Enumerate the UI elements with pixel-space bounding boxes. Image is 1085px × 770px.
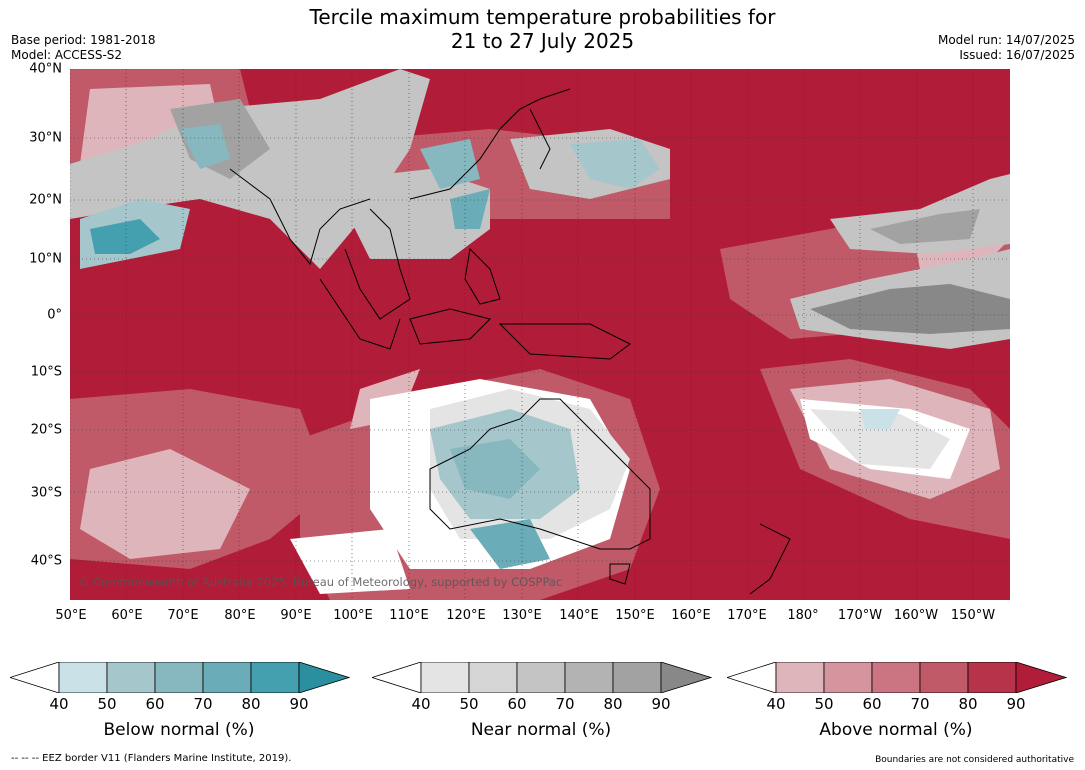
- lat-label: 30°N: [29, 130, 62, 146]
- lat-label: 0°: [47, 307, 62, 323]
- colorbar-swatch: [420, 662, 470, 693]
- map-title: Tercile maximum temperature probabilitie…: [0, 5, 1085, 53]
- colorbar-tick: 40: [411, 695, 431, 713]
- lon-label: 130°E: [502, 608, 542, 623]
- colorbar-tick: 90: [289, 695, 309, 713]
- probability-map: [70, 69, 1010, 600]
- colorbar-tick: 80: [958, 695, 978, 713]
- colorbar-title-above: Above normal (%): [819, 720, 973, 740]
- lat-label: 30°S: [30, 485, 62, 501]
- lon-label: 150°E: [615, 608, 655, 623]
- colorbar-title-near: Near normal (%): [470, 720, 612, 740]
- colorbar-swatch: [298, 662, 350, 693]
- colorbar-tick: 90: [651, 695, 671, 713]
- lon-label: 180°: [787, 608, 819, 623]
- colorbar-tick: 70: [555, 695, 575, 713]
- model-run-label: Model run: 14/07/2025: [937, 33, 1075, 47]
- copyright-watermark: © Commonwealth of Australia 2025, Bureau…: [78, 575, 563, 589]
- colorbar-tick: 90: [1006, 695, 1026, 713]
- colorbar-swatch: [660, 662, 712, 693]
- lat-label: 40°N: [29, 61, 62, 77]
- below-normal-areas: [80, 124, 900, 569]
- colorbar-tick: 60: [145, 695, 165, 713]
- colorbar-tick: 60: [862, 695, 882, 713]
- issued-label: Issued: 16/07/2025: [959, 48, 1075, 62]
- colorbar-swatch: [823, 662, 873, 693]
- colorbar-swatch: [58, 662, 108, 693]
- lat-label: 40°S: [30, 553, 62, 569]
- colorbar-swatch: [154, 662, 204, 693]
- coastlines: [229, 88, 791, 595]
- colorbar-swatch: [106, 662, 156, 693]
- colorbar-swatch: [775, 662, 825, 693]
- lat-label: 20°S: [30, 422, 62, 438]
- lon-label: 110°E: [389, 608, 429, 623]
- colorbar-swatch: [250, 662, 300, 693]
- lon-label: 80°E: [224, 608, 256, 623]
- colorbar-below-normal: [10, 662, 350, 693]
- colorbar-swatch: [516, 662, 566, 693]
- colorbar-tick: 50: [814, 695, 834, 713]
- colorbar-tick: 80: [241, 695, 261, 713]
- colorbar-swatch: [468, 662, 518, 693]
- colorbar-tick: 40: [766, 695, 786, 713]
- lat-label: 10°S: [30, 364, 62, 380]
- colorbar-swatch: [1015, 662, 1067, 693]
- colorbar-title-below: Below normal (%): [103, 720, 255, 740]
- colorbar-tick: 80: [603, 695, 623, 713]
- map-title-line1: Tercile maximum temperature probabilitie…: [309, 5, 776, 29]
- lon-label: 60°E: [111, 608, 143, 623]
- colorbar-near-normal: [372, 662, 712, 693]
- lon-label: 100°E: [333, 608, 373, 623]
- lon-label: 50°E: [55, 608, 87, 623]
- colorbar-tick: 40: [49, 695, 69, 713]
- colorbar-tick: 70: [193, 695, 213, 713]
- colorbar-swatch: [871, 662, 921, 693]
- colorbar-swatch: [612, 662, 662, 693]
- eez-border-note: -- -- -- EEZ border V11 (Flanders Marine…: [11, 753, 292, 764]
- graticule: [70, 69, 1010, 600]
- colorbar-swatch: [967, 662, 1017, 693]
- lon-label: 160°E: [671, 608, 711, 623]
- lon-label: 160°W: [893, 608, 939, 623]
- colorbar-swatch: [202, 662, 252, 693]
- lat-label: 10°N: [29, 251, 62, 267]
- lon-label: 120°E: [446, 608, 486, 623]
- lon-label: 170°E: [727, 608, 767, 623]
- map-title-line2: 21 to 27 July 2025: [450, 29, 635, 53]
- lon-label: 140°E: [559, 608, 599, 623]
- colorbar-tick: 50: [97, 695, 117, 713]
- model-label: Model: ACCESS-S2: [11, 48, 123, 62]
- colorbar-tick: 70: [910, 695, 930, 713]
- colorbar-above-normal: [727, 662, 1067, 693]
- colorbar-swatch: [919, 662, 969, 693]
- lat-label: 20°N: [29, 192, 62, 208]
- boundaries-disclaimer: Boundaries are not considered authoritat…: [875, 755, 1074, 765]
- colorbar-tick: 60: [507, 695, 527, 713]
- colorbar-swatch: [564, 662, 614, 693]
- lon-label: 70°E: [167, 608, 199, 623]
- lon-label: 170°W: [837, 608, 883, 623]
- lon-label: 150°W: [950, 608, 996, 623]
- lon-label: 90°E: [280, 608, 312, 623]
- base-period-label: Base period: 1981-2018: [11, 33, 156, 47]
- colorbar-tick: 50: [459, 695, 479, 713]
